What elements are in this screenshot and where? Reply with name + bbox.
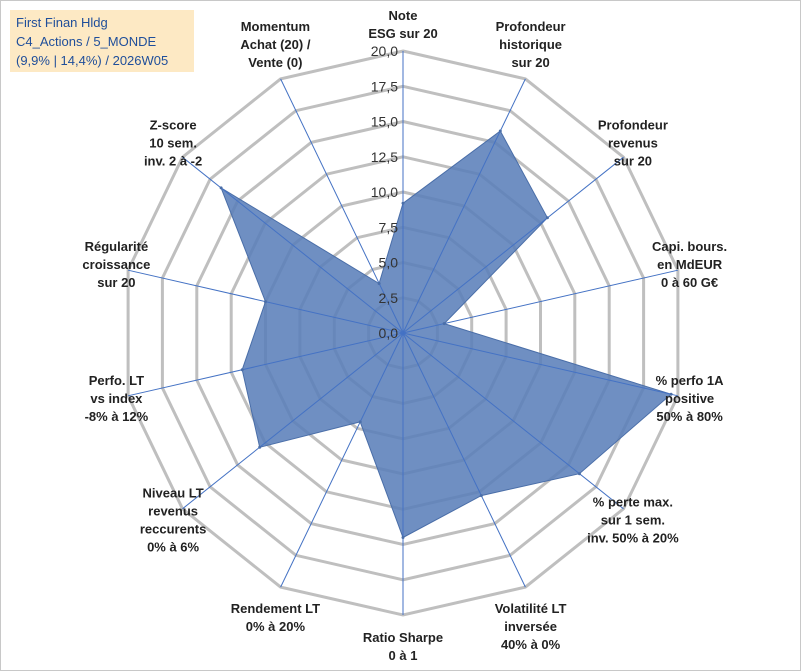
axis-label-5-line-0: % perte max. [593,494,673,509]
axis-label-4: % perfo 1A positive 50% à 80% [656,373,725,424]
axis-label-9: Niveau LT revenus reccurents 0% à 6% [140,485,206,554]
axis-label-1-line-2: sur 20 [511,55,549,70]
security-name: First Finan Hldg [16,15,108,30]
tick-label-8: 20,0 [371,43,398,59]
security-performance-week: (9,9% | 14,4%) / 2026W05 [16,53,169,68]
spoke-2 [402,156,624,334]
spoke-5 [402,332,624,510]
axis-label-2-line-2: sur 20 [614,154,652,169]
axis-label-8-line-0: Rendement LT [231,601,320,616]
tick-label-0: 0,0 [379,325,399,341]
tick-labels: 0,0 2,5 5,0 7,5 10,0 12,5 15,0 17,5 20,0 [371,43,398,341]
axis-label-2-line-1: revenus [608,136,658,151]
axis-label-1: Profondeur historique sur 20 [496,19,566,70]
axis-label-13: Momentum Achat (20) / Vente (0) [240,19,310,70]
axis-label-3-line-0: Capi. bours. [652,239,727,254]
axis-label-7: Ratio Sharpe 0 à 1 [363,630,443,663]
tick-label-3: 7,5 [379,219,399,235]
data-point-13 [377,282,381,285]
axis-label-0: Note ESG sur 20 [368,8,437,41]
axis-label-8: Rendement LT 0% à 20% [231,601,320,634]
axis-label-0-line-0: Note [389,8,418,23]
axis-label-7-line-1: 0 à 1 [389,648,418,663]
tick-label-7: 17,5 [371,78,398,94]
axis-label-10-line-2: -8% à 12% [85,409,149,424]
data-point-2 [545,216,549,220]
axis-label-6-line-0: Volatilité LT [495,601,567,616]
axis-label-5-line-2: inv. 50% à 20% [587,530,679,545]
data-point-1 [498,129,502,133]
axis-label-4-line-1: positive [665,391,714,406]
axis-label-5-line-1: sur 1 sem. [601,512,665,527]
axis-label-7-line-0: Ratio Sharpe [363,630,443,645]
spoke-13 [280,78,404,334]
axis-label-13-line-0: Momentum [241,19,310,34]
axis-label-10-line-0: Perfo. LT [89,373,144,388]
spoke-3 [402,269,679,334]
axis-label-4-line-0: % perfo 1A [656,373,725,388]
axis-label-0-line-1: ESG sur 20 [368,26,437,41]
axis-label-12-line-2: inv. 2 à -2 [144,154,202,169]
axis-label-1-line-0: Profondeur [496,19,566,34]
axis-label-11-line-2: sur 20 [97,275,135,290]
axis-label-11-line-1: croissance [82,257,150,272]
data-point-7 [401,536,405,539]
axis-label-2-line-0: Profondeur [598,118,668,133]
spoke-9 [182,332,404,510]
data-point-10 [240,368,244,372]
tick-label-6: 15,0 [371,114,398,130]
axis-label-10-line-1: vs index [90,391,143,406]
axis-label-3: Capi. bours. en MdEUR 0 à 60 G€ [652,239,727,290]
axis-label-13-line-1: Achat (20) / [240,37,310,52]
data-point-11 [264,300,267,304]
data-point-8 [358,420,362,424]
axis-label-11-line-0: Régularité [85,239,149,254]
axis-label-9-line-3: 0% à 6% [147,539,199,554]
data-point-6 [479,494,483,498]
spoke-8 [280,332,404,588]
axis-label-13-line-2: Vente (0) [248,55,302,70]
axis-label-5: % perte max. sur 1 sem. inv. 50% à 20% [587,494,679,545]
spoke-4 [402,332,679,397]
spoke-6 [402,332,526,588]
axis-label-3-line-1: en MdEUR [657,257,723,272]
data-point-3 [442,322,446,326]
spoke-12 [182,156,404,334]
data-point-12 [219,186,223,190]
axis-label-12: Z-score 10 sem. inv. 2 à -2 [144,118,202,169]
axis-label-12-line-1: 10 sem. [149,136,197,151]
tick-label-4: 10,0 [371,184,398,200]
axis-label-2: Profondeur revenus sur 20 [598,118,668,169]
tick-label-1: 2,5 [379,290,399,306]
axis-label-4-line-2: 50% à 80% [656,409,723,424]
axis-label-9-line-2: reccurents [140,521,206,536]
spoke-10 [127,332,404,397]
axis-label-9-line-1: revenus [148,503,198,518]
axis-label-6: Volatilité LT inversée 40% à 0% [495,601,567,652]
axis-labels: Note ESG sur 20 Profondeur historique sur 20… [82,8,727,663]
data-point-4 [669,392,673,396]
axis-label-11: Régularité croissance sur 20 [82,239,150,290]
tick-label-5: 12,5 [371,149,398,165]
axis-label-8-line-1: 0% à 20% [246,619,306,634]
data-point-0 [401,201,405,205]
tick-label-2: 5,0 [379,255,399,271]
axis-label-6-line-2: 40% à 0% [501,637,561,652]
axis-label-10: Perfo. LT vs index -8% à 12% [85,373,149,424]
data-points [219,129,673,539]
spoke-1 [402,78,526,334]
axis-label-6-line-1: inversée [504,619,557,634]
axis-label-12-line-0: Z-score [150,118,197,133]
data-point-5 [577,472,581,476]
data-point-9 [258,445,262,449]
security-category: C4_Actions / 5_MONDE [16,34,157,49]
security-info-box: First Finan Hldg C4_Actions / 5_MONDE (9… [10,10,194,72]
axis-label-9-line-0: Niveau LT [143,485,204,500]
axis-label-3-line-2: 0 à 60 G€ [661,275,718,290]
axis-label-1-line-1: historique [499,37,562,52]
